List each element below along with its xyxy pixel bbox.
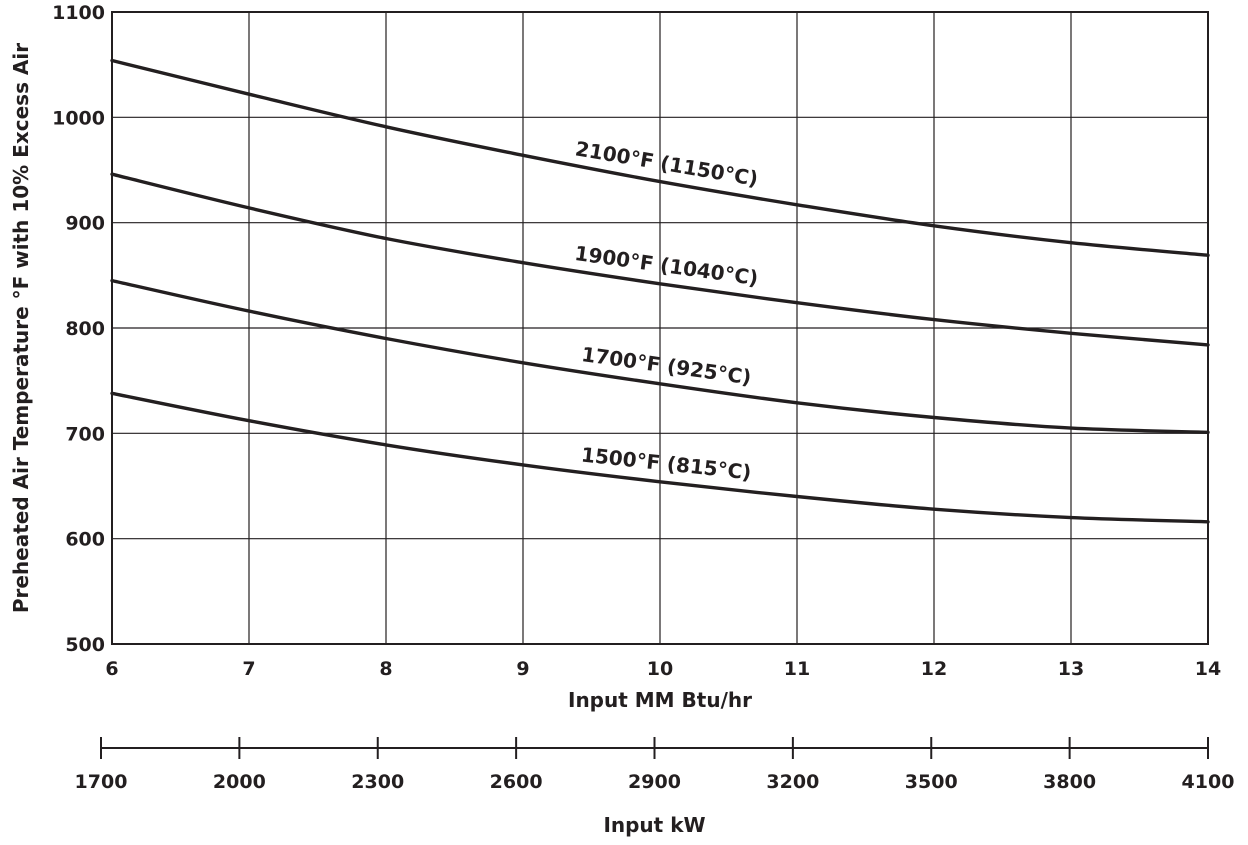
y-tick-labels: 500 600 700 800 900 1000 1100 <box>52 2 105 656</box>
grid-layer <box>111 11 1209 645</box>
secondary-x-axis: 1700 2000 2300 2600 2900 3200 3500 3800 4100 <box>75 737 1235 793</box>
x-tick-label: 6 <box>105 658 118 680</box>
series-label: 1500°F (815°C) <box>580 442 753 484</box>
secondary-x-tick-label: 1700 <box>75 771 128 793</box>
secondary-x-tick-label: 2600 <box>490 771 543 793</box>
x-axis-title: Input MM Btu/hr <box>568 688 752 712</box>
secondary-x-tick-label: 2000 <box>213 771 266 793</box>
x-tick-label: 9 <box>516 658 529 680</box>
y-tick-label: 500 <box>65 634 105 656</box>
y-tick-label: 600 <box>65 529 105 551</box>
secondary-x-tick-label: 2300 <box>351 771 404 793</box>
secondary-x-tick-label: 4100 <box>1182 771 1235 793</box>
x-tick-label: 11 <box>784 658 810 680</box>
secondary-x-tick-label: 3500 <box>905 771 958 793</box>
y-axis-title: Preheated Air Temperature °F with 10% Ex… <box>9 43 33 613</box>
x-tick-label: 13 <box>1058 658 1084 680</box>
series-label-layer: 2100°F (1150°C)1900°F (1040°C)1700°F (92… <box>573 136 760 484</box>
secondary-x-tick-label: 2900 <box>628 771 681 793</box>
x-tick-label: 12 <box>921 658 947 680</box>
series-line <box>110 391 1210 524</box>
x-tick-label: 7 <box>242 658 255 680</box>
series-label: 1700°F (925°C) <box>580 342 753 389</box>
y-tick-label: 900 <box>65 213 105 235</box>
x-tick-label: 10 <box>647 658 673 680</box>
x-tick-label: 14 <box>1195 658 1221 680</box>
y-tick-label: 1000 <box>52 107 105 129</box>
series-line <box>110 172 1210 347</box>
plot-frame <box>111 11 1209 645</box>
series-line <box>110 278 1210 434</box>
secondary-x-tick-label: 3200 <box>766 771 819 793</box>
series-label: 1900°F (1040°C) <box>573 241 759 290</box>
series-line <box>110 58 1210 257</box>
secondary-x-axis-title: Input kW <box>603 813 705 837</box>
y-tick-label: 800 <box>65 318 105 340</box>
y-tick-label: 1100 <box>52 2 105 24</box>
curve-layer <box>110 58 1210 524</box>
secondary-x-tick-label: 3800 <box>1043 771 1096 793</box>
x-tick-label: 8 <box>379 658 392 680</box>
x-tick-labels: 6 7 8 9 10 11 12 13 14 <box>105 658 1221 680</box>
y-tick-label: 700 <box>65 423 105 445</box>
